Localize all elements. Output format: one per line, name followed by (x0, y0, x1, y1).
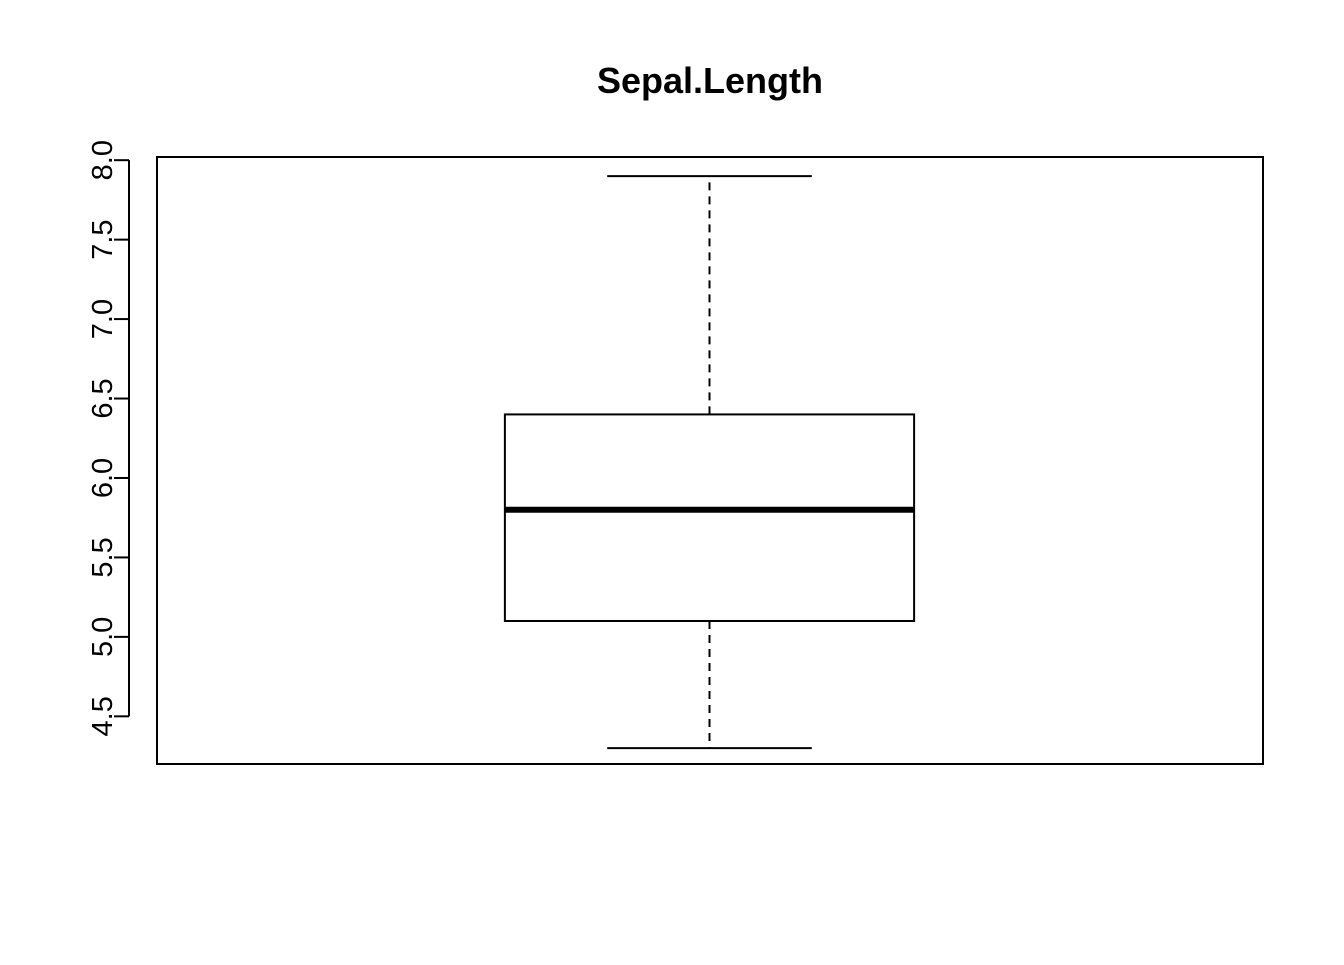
chart-title: Sepal.Length (597, 60, 823, 101)
y-tick-label: 5.5 (87, 537, 119, 577)
plot-frame (156, 156, 1264, 765)
iqr-box (503, 413, 916, 622)
y-tick-label: 6.0 (87, 458, 119, 498)
y-tick-label: 4.5 (87, 696, 119, 736)
y-axis: 4.5 5.0 5.5 6.0 6.5 7.0 7.5 8.0 (87, 140, 130, 736)
y-tick-label: 8.0 (87, 140, 119, 180)
y-tick-label: 5.0 (87, 617, 119, 657)
y-tick-label: 7.5 (87, 219, 119, 259)
box-group (503, 175, 916, 750)
y-tick-label: 7.0 (87, 299, 119, 339)
y-tick-label: 6.5 (87, 378, 119, 418)
